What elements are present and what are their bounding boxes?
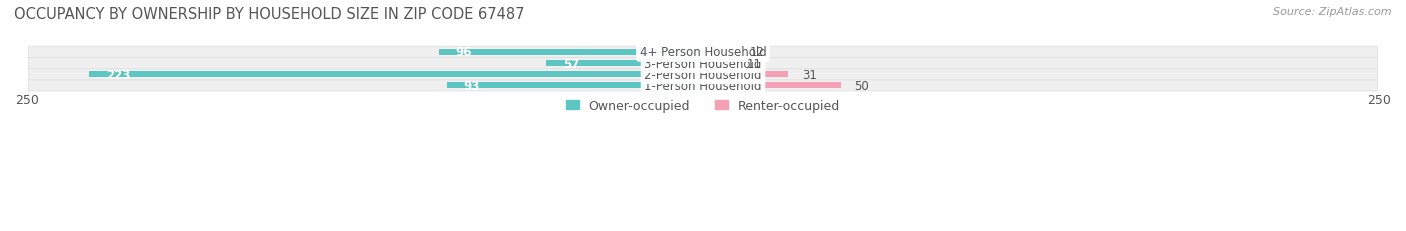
Text: 96: 96 [456, 46, 472, 59]
Text: Source: ZipAtlas.com: Source: ZipAtlas.com [1274, 7, 1392, 17]
FancyBboxPatch shape [28, 47, 1378, 58]
Text: 2-Person Household: 2-Person Household [644, 68, 762, 81]
Bar [439, 50, 703, 56]
Legend: Owner-occupied, Renter-occupied: Owner-occupied, Renter-occupied [561, 94, 845, 117]
Text: 250: 250 [15, 93, 39, 106]
Text: 4+ Person Household: 4+ Person Household [640, 46, 766, 59]
FancyBboxPatch shape [28, 69, 1378, 81]
Bar [703, 83, 841, 89]
Bar [703, 50, 735, 56]
Text: 223: 223 [105, 68, 131, 81]
Bar [703, 72, 789, 78]
Text: 250: 250 [1367, 93, 1391, 106]
Text: 93: 93 [464, 79, 479, 92]
Bar [546, 61, 703, 67]
Text: 31: 31 [801, 68, 817, 81]
Text: 3-Person Household: 3-Person Household [644, 57, 762, 70]
Bar [447, 83, 703, 89]
Text: 50: 50 [855, 79, 869, 92]
Text: 12: 12 [749, 46, 765, 59]
Bar [90, 72, 703, 78]
Text: 57: 57 [562, 57, 579, 70]
Text: 1-Person Household: 1-Person Household [644, 79, 762, 92]
FancyBboxPatch shape [28, 80, 1378, 91]
Text: 11: 11 [747, 57, 762, 70]
Text: OCCUPANCY BY OWNERSHIP BY HOUSEHOLD SIZE IN ZIP CODE 67487: OCCUPANCY BY OWNERSHIP BY HOUSEHOLD SIZE… [14, 7, 524, 22]
FancyBboxPatch shape [28, 58, 1378, 70]
Bar [703, 61, 734, 67]
